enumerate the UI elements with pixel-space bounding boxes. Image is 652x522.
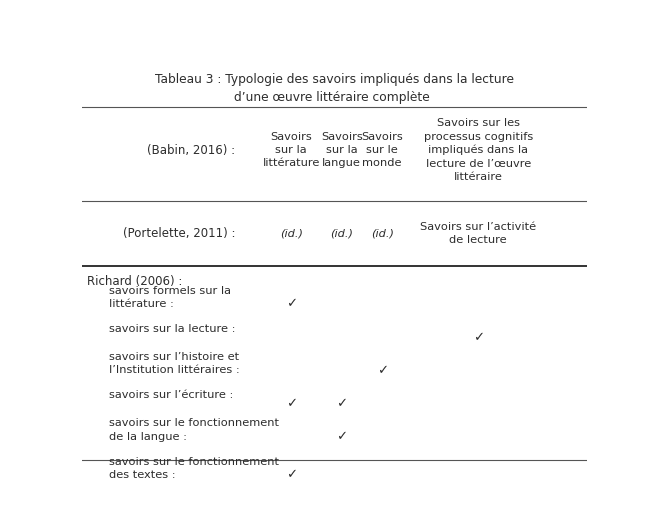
Text: (id.): (id.) [280, 229, 303, 239]
Text: ✓: ✓ [286, 298, 297, 311]
Text: (Babin, 2016) :: (Babin, 2016) : [147, 144, 235, 157]
Text: Savoirs
sur le
monde: Savoirs sur le monde [361, 132, 403, 168]
Text: d’une œuvre littéraire complète: d’une œuvre littéraire complète [234, 91, 434, 104]
Text: (id.): (id.) [370, 229, 394, 239]
Text: ✓: ✓ [286, 468, 297, 481]
Text: (Portelette, 2011) :: (Portelette, 2011) : [123, 227, 235, 240]
Text: savoirs sur l’écriture :: savoirs sur l’écriture : [110, 390, 233, 400]
Text: savoirs sur le fonctionnement
de la langue :: savoirs sur le fonctionnement de la lang… [110, 418, 279, 442]
Text: ✓: ✓ [336, 397, 348, 410]
Text: savoirs sur la lecture :: savoirs sur la lecture : [110, 324, 236, 334]
Text: Richard (2006) :: Richard (2006) : [87, 275, 182, 288]
Text: savoirs sur le fonctionnement
des textes :: savoirs sur le fonctionnement des textes… [110, 457, 279, 480]
Text: (id.): (id.) [330, 229, 353, 239]
Text: Savoirs
sur la
littérature: Savoirs sur la littérature [263, 132, 320, 168]
Text: ✓: ✓ [336, 430, 348, 443]
Text: savoirs formels sur la
littérature :: savoirs formels sur la littérature : [110, 286, 231, 309]
Text: Savoirs sur l’activité
de lecture: Savoirs sur l’activité de lecture [420, 222, 536, 245]
Text: Tableau 3 : Typologie des savoirs impliqués dans la lecture: Tableau 3 : Typologie des savoirs impliq… [155, 73, 514, 86]
Text: ✓: ✓ [286, 397, 297, 410]
Text: Savoirs sur les
processus cognitifs
impliqués dans la
lecture de l’œuvre
littéra: Savoirs sur les processus cognitifs impl… [424, 118, 533, 182]
Text: savoirs sur l’histoire et
l’Institution littéraires :: savoirs sur l’histoire et l’Institution … [110, 352, 240, 375]
Text: Savoirs
sur la
langue: Savoirs sur la langue [321, 132, 363, 168]
Text: ✓: ✓ [377, 364, 388, 377]
Text: ✓: ✓ [473, 331, 484, 344]
